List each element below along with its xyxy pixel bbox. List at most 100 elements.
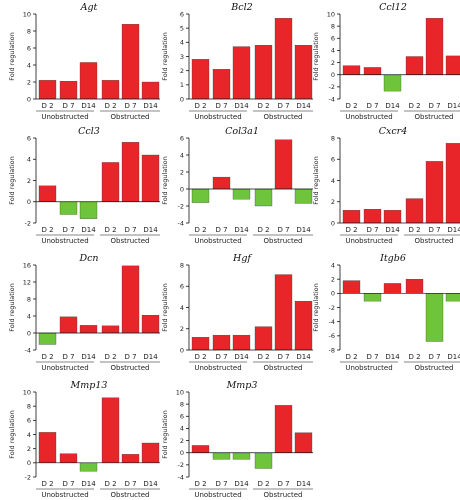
- x-tick-label: D 7: [215, 480, 227, 488]
- bar: [294, 45, 313, 100]
- panel-hgf: Hgf Fold regulation 0 2 4 6 8 D 2 D 7 D14 D 2 D 7 D1…: [161, 253, 313, 372]
- x-tick-label: D 2: [194, 353, 206, 361]
- y-tick-label: 2: [27, 177, 31, 185]
- y-tick-label: -2: [25, 473, 31, 481]
- bar: [232, 334, 251, 351]
- y-tick-label: 8: [180, 400, 184, 408]
- bar: [191, 188, 210, 203]
- x-tick-label: D14: [81, 226, 96, 234]
- x-tick-label: D 7: [124, 102, 136, 110]
- x-tick-label: D 7: [124, 353, 136, 361]
- group-label-obstructed: Obstructed: [263, 237, 302, 245]
- bar: [405, 279, 424, 294]
- group-label-obstructed: Obstructed: [414, 113, 453, 121]
- y-tick-label: 4: [180, 39, 184, 47]
- y-tick-label: 0: [27, 95, 31, 103]
- x-tick-label: D 2: [41, 226, 53, 234]
- y-tick-label: 6: [27, 134, 31, 142]
- bar: [383, 210, 402, 224]
- x-tick-label: D 2: [41, 102, 53, 110]
- x-tick-label: D14: [447, 226, 460, 234]
- x-tick-label: D14: [385, 226, 400, 234]
- bar: [425, 18, 444, 75]
- y-tick-label: -4: [329, 95, 335, 103]
- y-tick-label: -4: [25, 346, 31, 354]
- panel-title: Ccl3: [78, 126, 100, 137]
- x-tick-label: D 2: [408, 226, 420, 234]
- x-tick-label: D 2: [345, 102, 357, 110]
- panel-col3a1: Col3a1 Fold regulation -4 -2 0 2 4 6 D 2 D 7 D14 D …: [161, 126, 313, 245]
- y-tick-label: -2: [178, 202, 184, 210]
- x-tick-label: D14: [385, 102, 400, 110]
- bar: [342, 65, 361, 75]
- bar: [363, 293, 382, 302]
- x-tick-label: D 2: [257, 353, 269, 361]
- bar: [59, 453, 78, 463]
- y-tick-label: -6: [329, 332, 335, 340]
- x-tick-label: D 2: [194, 226, 206, 234]
- y-tick-label: 0: [180, 95, 184, 103]
- y-tick-label: 5: [180, 24, 184, 32]
- bar: [121, 24, 140, 100]
- y-tick-label: 0: [180, 449, 184, 457]
- bar: [101, 325, 120, 334]
- bar: [191, 337, 210, 351]
- y-tick-label: 6: [27, 417, 31, 425]
- x-tick-label: D 7: [428, 102, 440, 110]
- bar: [191, 59, 210, 100]
- y-axis-label: Fold regulation: [312, 32, 320, 81]
- y-tick-label: -8: [329, 346, 335, 354]
- x-tick-label: D 2: [104, 353, 116, 361]
- bar: [232, 452, 251, 460]
- group-label-obstructed: Obstructed: [110, 113, 149, 121]
- bar: [274, 274, 293, 351]
- bar: [121, 265, 140, 334]
- x-tick-label: D 7: [277, 480, 289, 488]
- panel-title: Mmp3: [226, 380, 258, 391]
- y-tick-label: 3: [180, 53, 184, 61]
- bar: [405, 198, 424, 224]
- x-tick-label: D 7: [62, 102, 74, 110]
- bar: [254, 326, 273, 351]
- panel-cxcr4: Cxcr4 Fold regulation 0 2 4 6 8 D 2 D 7 D14 D 2 D 7…: [312, 126, 460, 245]
- bar: [232, 188, 251, 200]
- group-label-obstructed: Obstructed: [414, 237, 453, 245]
- group-label-obstructed: Obstructed: [263, 491, 302, 499]
- panel-title: Col3a1: [225, 126, 259, 137]
- y-tick-label: 2: [27, 445, 31, 453]
- bar: [363, 67, 382, 75]
- bar: [232, 46, 251, 100]
- x-tick-label: D 2: [257, 480, 269, 488]
- panel-title: Mmp13: [70, 380, 108, 391]
- bar: [294, 188, 313, 204]
- y-axis-label: Fold regulation: [161, 283, 169, 332]
- x-tick-label: D14: [447, 102, 460, 110]
- y-tick-label: 10: [327, 10, 335, 18]
- x-tick-label: D 7: [215, 353, 227, 361]
- bar: [342, 280, 361, 294]
- x-tick-label: D14: [296, 353, 311, 361]
- y-axis-label: Fold regulation: [161, 156, 169, 205]
- x-tick-label: D14: [143, 480, 158, 488]
- bar: [212, 334, 231, 351]
- panel-title: Itgb6: [379, 253, 406, 264]
- x-tick-label: D 7: [62, 353, 74, 361]
- y-tick-label: 10: [176, 388, 184, 396]
- y-tick-label: 8: [27, 27, 31, 35]
- panel-title: Agt: [80, 2, 98, 13]
- y-tick-label: -2: [25, 219, 31, 227]
- x-tick-label: D 2: [408, 353, 420, 361]
- group-label-obstructed: Obstructed: [263, 364, 302, 372]
- bar: [101, 162, 120, 202]
- bar: [38, 80, 57, 100]
- y-tick-label: 8: [331, 134, 335, 142]
- y-tick-label: 4: [331, 261, 335, 269]
- panel-title: Ccl12: [379, 2, 407, 13]
- bar: [191, 445, 210, 453]
- x-tick-label: D 2: [408, 102, 420, 110]
- panel-mmp3: Mmp3 Fold regulation -4 -2 0 2 4 6 8 10 D 2 D 7 D14 D…: [161, 380, 313, 499]
- bar: [445, 55, 460, 75]
- y-tick-label: 2: [180, 67, 184, 75]
- y-tick-label: 4: [180, 304, 184, 312]
- group-label-obstructed: Obstructed: [414, 364, 453, 372]
